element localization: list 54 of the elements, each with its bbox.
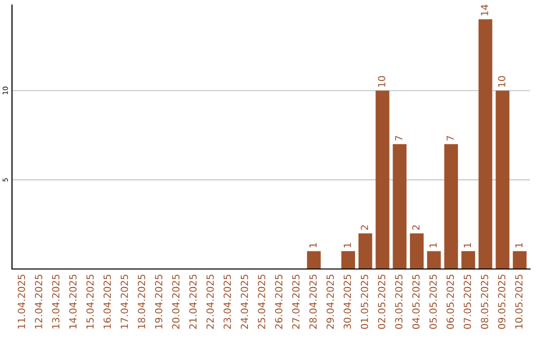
bar: [461, 251, 476, 269]
x-tick-label: 15.04.2025: [86, 274, 94, 328]
x-tick-label: 29.04.2025: [326, 274, 334, 329]
bar: [410, 233, 424, 269]
x-tick-label: 16.04.2025: [104, 274, 111, 328]
data-label: 1: [515, 243, 522, 248]
x-tick-label: 14.04.2025: [69, 274, 77, 328]
x-tick-label: 01.05.2025: [360, 274, 368, 329]
data-label: 2: [360, 225, 368, 230]
x-tick-label: 10.05.2025: [515, 274, 523, 328]
data-label: 10: [498, 76, 506, 87]
x-tick-label: 20.04.2025: [172, 274, 180, 329]
x-tick-label: 03.05.2025: [395, 274, 402, 329]
bar: [427, 251, 441, 269]
x-tick-label: 02.05.2025: [378, 274, 386, 329]
bar: [358, 233, 372, 269]
x-tick-label: 26.04.2025: [275, 274, 282, 329]
x-tick-label: 25.04.2025: [258, 274, 266, 329]
x-tick-label: 24.04.2025: [240, 274, 248, 329]
x-tick-label: 06.05.2025: [446, 274, 454, 329]
bar: [496, 90, 510, 269]
x-tick-label: 11.04.2025: [18, 274, 26, 328]
bar: [376, 90, 390, 269]
x-tick-label: 18.04.2025: [138, 274, 146, 328]
data-label: 7: [446, 136, 454, 141]
x-tick-label: 19.04.2025: [154, 274, 162, 328]
bar: [512, 251, 527, 269]
bar: [478, 19, 492, 269]
x-tick-label: 30.04.2025: [344, 274, 352, 329]
data-label: 10: [378, 76, 386, 87]
x-tick-label: 12.04.2025: [34, 274, 42, 328]
data-label: 1: [464, 243, 471, 248]
bar: [307, 251, 321, 269]
x-tick-label: 09.05.2025: [498, 274, 506, 329]
data-label: 14: [481, 4, 488, 16]
x-tick-label: 27.04.2025: [292, 274, 300, 329]
x-tick-label: 05.05.2025: [429, 274, 437, 329]
x-tick-label: 08.05.2025: [480, 274, 488, 329]
x-tick-label: 28.04.2025: [309, 274, 317, 329]
x-tick-label: 21.04.2025: [189, 274, 197, 329]
x-tick-label: 22.04.2025: [206, 274, 214, 329]
bar: [392, 144, 407, 269]
bar: [341, 251, 356, 269]
x-tick-label: 13.04.2025: [52, 274, 60, 328]
bar: [444, 144, 458, 269]
x-tick-label: 04.05.2025: [412, 274, 420, 329]
data-label: 1: [344, 243, 351, 248]
x-tick-label: 17.04.2025: [120, 274, 128, 328]
data-label: 1: [430, 243, 437, 248]
x-tick-label: 07.05.2025: [464, 274, 472, 329]
data-label: 7: [395, 136, 402, 141]
x-tick-label: 23.04.2025: [224, 274, 231, 329]
data-label: 2: [412, 225, 420, 230]
data-label: 1: [309, 243, 317, 248]
